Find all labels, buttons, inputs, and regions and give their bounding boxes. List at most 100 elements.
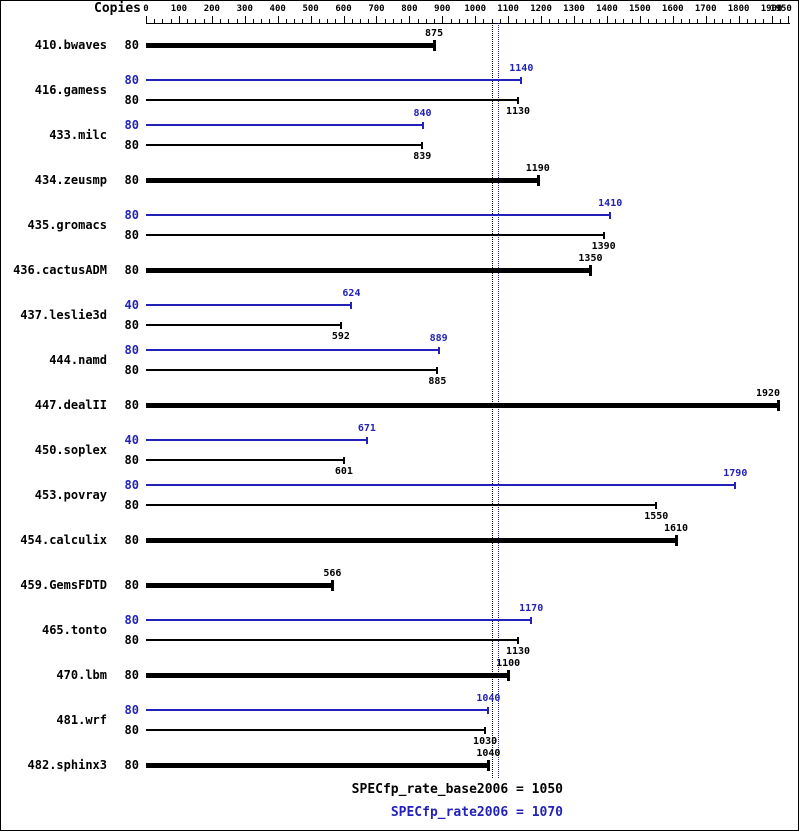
base-result-bar [146, 42, 435, 48]
x-axis-major-tick [146, 16, 147, 23]
x-axis-major-tick [343, 16, 345, 23]
bar-end-cap [421, 141, 424, 149]
copies-value: 80 [124, 93, 139, 107]
result-value-label: 671 [357, 423, 376, 434]
copies-value: 80 [124, 363, 139, 377]
copies-value: 80 [124, 723, 139, 737]
x-axis-minor-tick [524, 19, 526, 23]
copies-value: 40 [124, 433, 139, 447]
bar-end-cap [484, 726, 487, 734]
x-axis-major-tick [705, 16, 707, 23]
copies-value: 80 [124, 668, 139, 682]
x-axis-minor-tick [228, 19, 230, 23]
x-axis-minor-tick [327, 19, 329, 23]
result-value-label: 624 [342, 288, 361, 299]
bar-end-cap [655, 501, 658, 509]
bar-end-cap [517, 636, 520, 644]
x-axis-minor-tick [590, 19, 592, 23]
bar-end-cap [536, 174, 540, 186]
copies-value: 40 [124, 298, 139, 312]
bar-end-cap [675, 534, 679, 546]
benchmark-name: 454.calculix [20, 533, 107, 547]
x-axis-minor-tick [269, 19, 271, 23]
base-result-bar [146, 672, 509, 678]
copies-value: 80 [124, 263, 139, 277]
x-axis-line [146, 23, 790, 24]
x-axis-tick-label: 0 [143, 4, 149, 14]
x-axis-minor-tick [285, 19, 287, 23]
benchmark-name: 444.namd [49, 353, 107, 367]
copies-value: 80 [124, 703, 139, 717]
benchmark-name: 410.bwaves [34, 38, 107, 52]
peak-result-bar [146, 79, 522, 81]
x-axis-minor-tick [681, 19, 682, 23]
result-value-label: 1040 [476, 693, 501, 704]
bar-end-cap [365, 436, 368, 444]
x-axis-minor-tick [697, 19, 699, 23]
x-axis-minor-tick [491, 19, 493, 23]
base-result-bar [146, 504, 657, 506]
reference-line-base [491, 23, 493, 778]
copies-value: 80 [124, 498, 139, 512]
result-value-label: 875 [425, 28, 444, 39]
x-axis-minor-tick [779, 19, 781, 23]
base-result-bar [146, 402, 779, 408]
bar-end-cap [339, 321, 342, 329]
base-result-bar [146, 267, 591, 273]
x-axis-minor-tick [516, 19, 518, 23]
base-mean-label: SPECfp_rate_base2006 = 1050 [351, 782, 563, 797]
base-result-bar [146, 234, 604, 236]
result-value-label: 601 [334, 466, 353, 477]
x-axis-tick-label: 100 [170, 4, 188, 14]
x-axis-minor-tick [401, 19, 403, 23]
x-axis-minor-tick [434, 19, 436, 23]
x-axis-minor-tick [450, 19, 452, 23]
bar-end-cap [734, 481, 737, 489]
benchmark-name: 470.lbm [56, 668, 107, 682]
x-axis-major-tick [244, 16, 246, 23]
x-axis-tick-label: 1800 [727, 4, 750, 14]
copies-value: 80 [124, 578, 139, 592]
x-axis-tick-label: 400 [269, 4, 286, 14]
result-value-label: 1790 [723, 468, 748, 479]
benchmark-name: 434.zeusmp [34, 173, 107, 187]
x-axis-tick-label: 800 [401, 4, 418, 14]
x-axis-minor-tick [261, 19, 263, 23]
base-result-bar [146, 144, 423, 146]
x-axis-minor-tick [154, 19, 156, 23]
x-axis-tick-label: 1950 [770, 4, 792, 14]
x-axis-minor-tick [417, 19, 419, 23]
x-axis-major-tick [672, 16, 674, 23]
bar-end-cap [507, 669, 511, 681]
x-axis-tick-label: 1300 [563, 4, 585, 14]
copies-value: 80 [124, 533, 139, 547]
x-axis-minor-tick [763, 19, 765, 23]
x-axis-minor-tick [532, 19, 534, 23]
x-axis-tick-label: 1600 [661, 4, 684, 14]
x-axis-minor-tick [565, 19, 567, 23]
x-axis-minor-tick [648, 19, 650, 23]
result-value-label: 1610 [664, 523, 689, 534]
benchmark-name: 453.povray [34, 488, 107, 502]
x-axis-major-tick [639, 16, 641, 23]
copies-value: 80 [124, 208, 139, 222]
bar-end-cap [517, 96, 520, 104]
result-value-label: 1100 [496, 658, 521, 669]
x-axis-minor-tick [549, 19, 551, 23]
result-value-label: 1130 [505, 646, 531, 657]
x-axis-major-tick [277, 16, 279, 23]
x-axis-minor-tick [689, 19, 691, 23]
x-axis-tick-label: 200 [203, 4, 220, 14]
x-axis-tick-label: 1400 [596, 4, 618, 14]
copies-value: 80 [124, 118, 139, 132]
x-axis-minor-tick [392, 19, 394, 23]
x-axis-minor-tick [755, 19, 757, 23]
result-value-label: 1040 [476, 748, 501, 759]
x-axis-tick-label: 1700 [694, 4, 717, 14]
benchmark-name: 465.tonto [41, 623, 107, 637]
copies-value: 80 [124, 138, 139, 152]
base-result-bar [146, 177, 538, 183]
peak-result-bar [146, 349, 439, 351]
x-axis-minor-tick [195, 19, 197, 23]
x-axis-tick-label: 700 [368, 4, 385, 14]
